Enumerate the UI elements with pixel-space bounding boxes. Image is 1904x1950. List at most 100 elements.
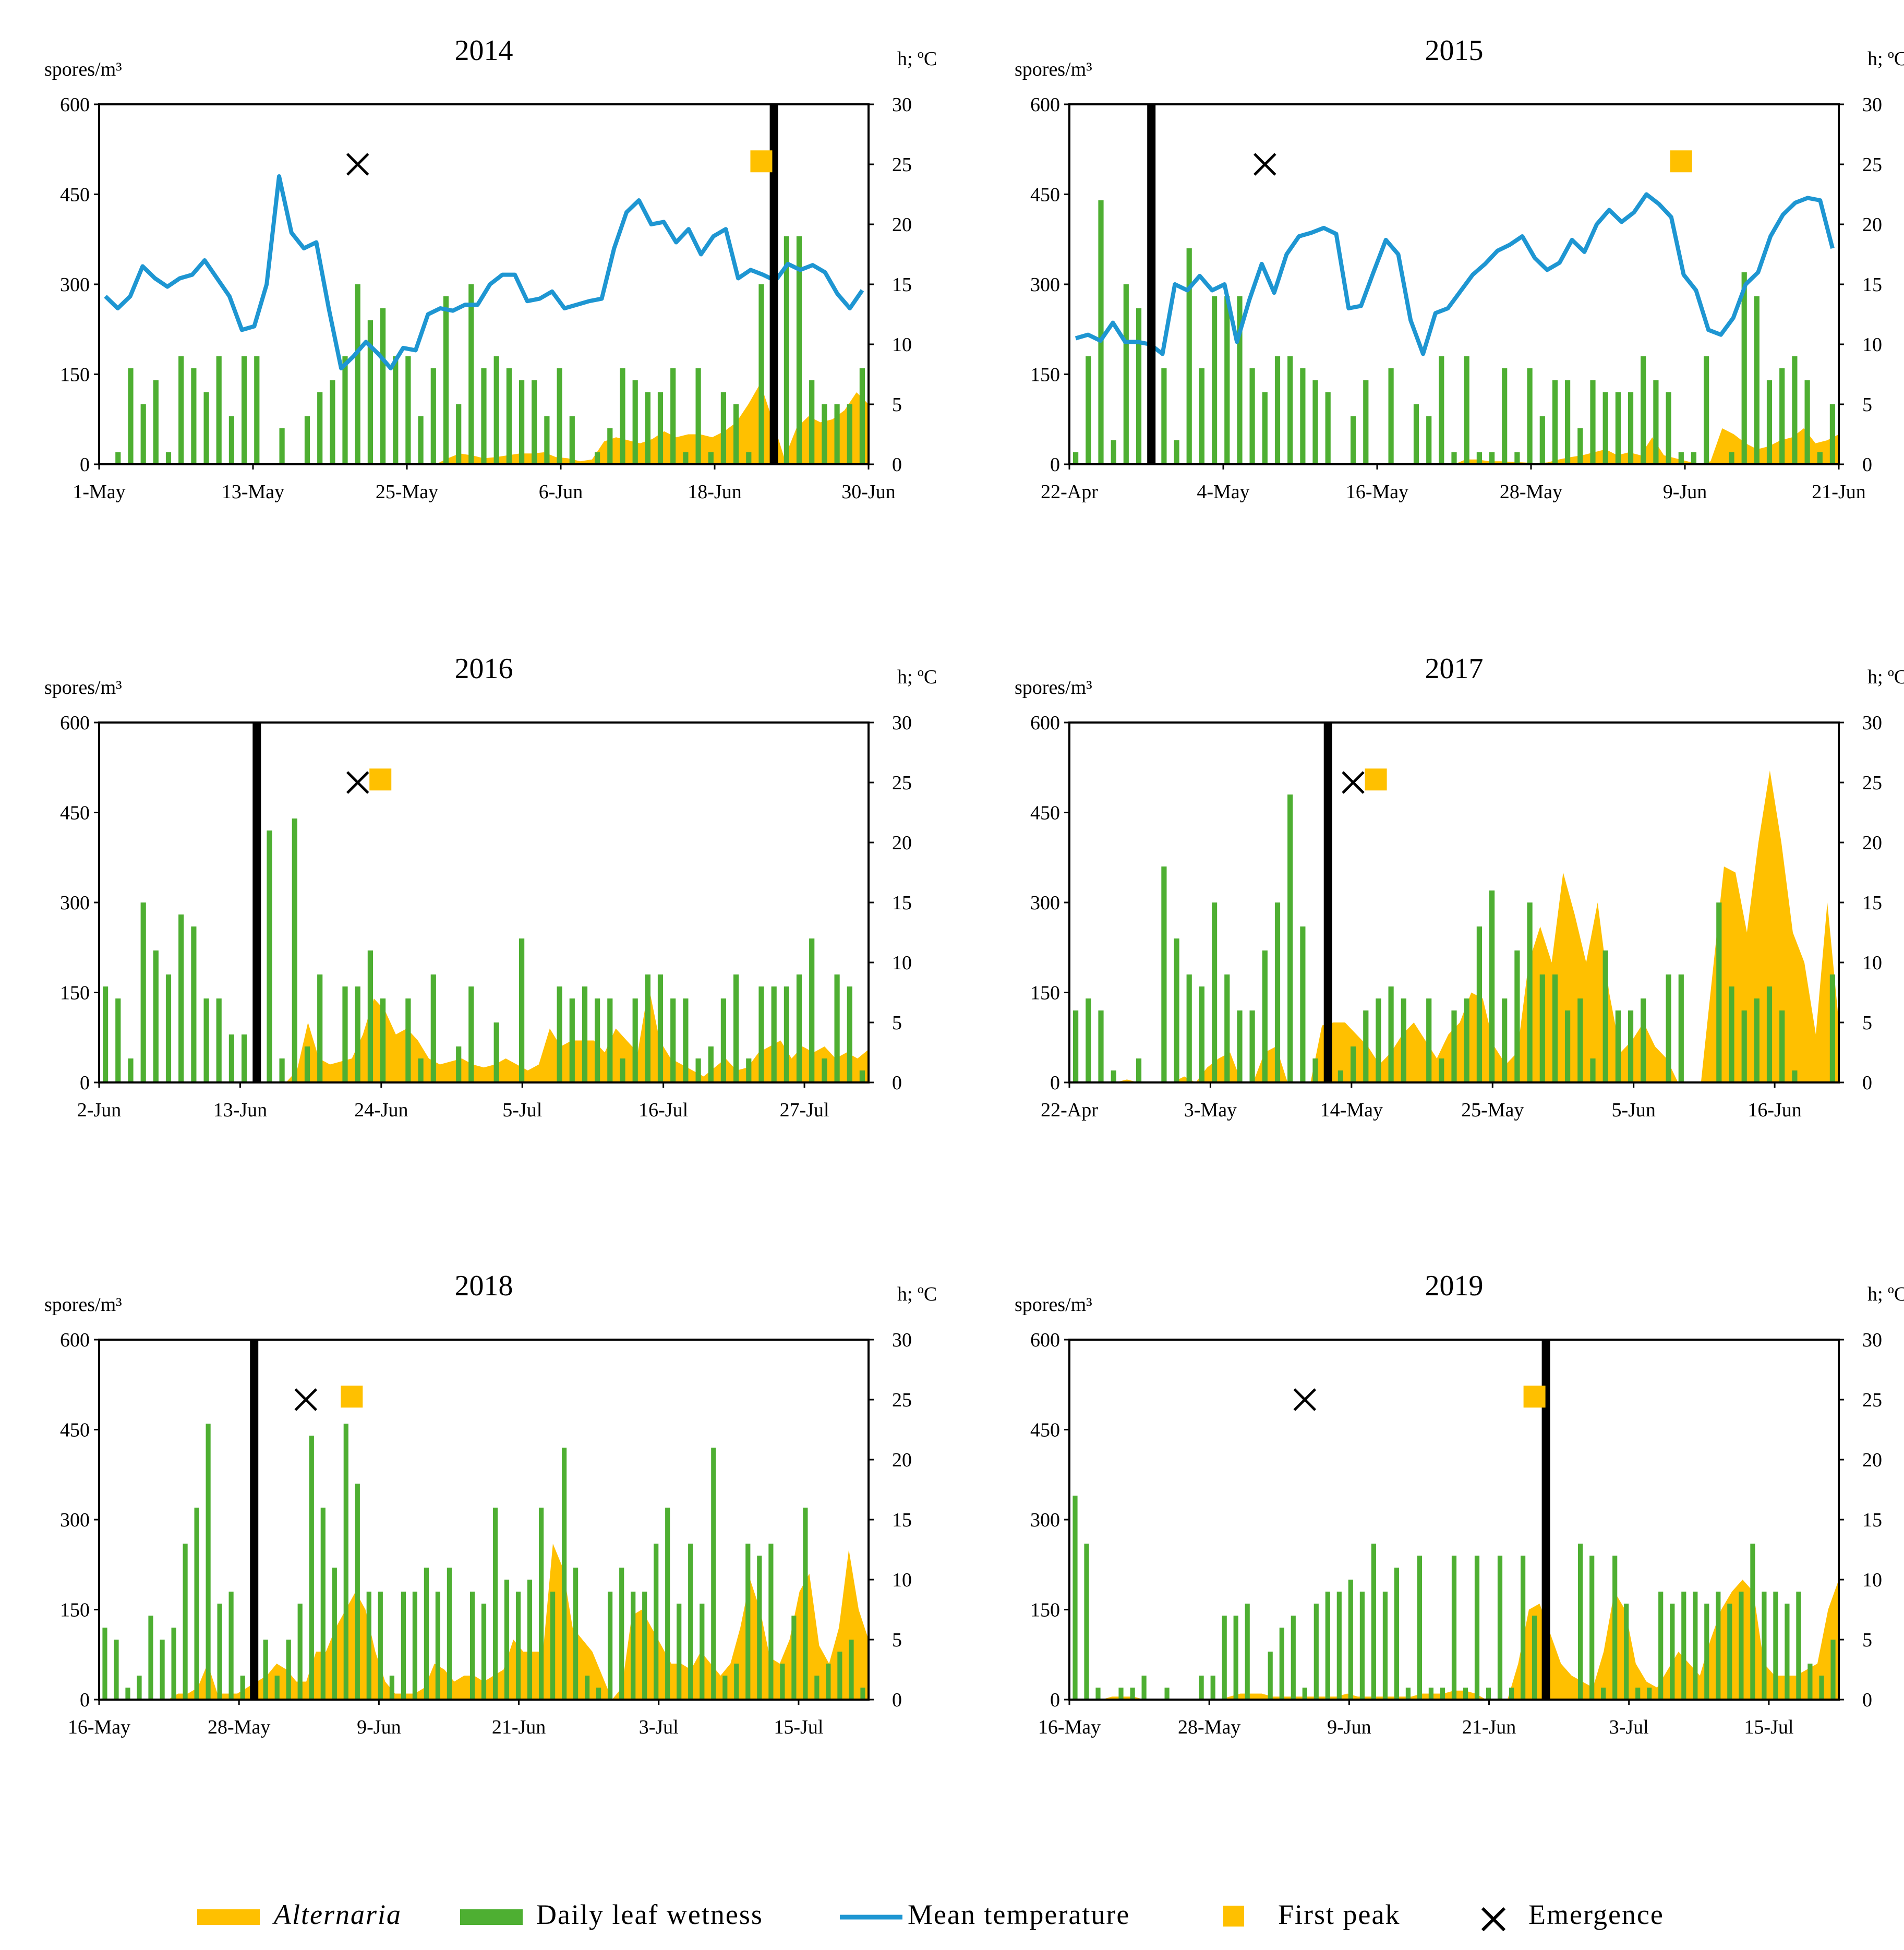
- wetness-bar: [1417, 1556, 1422, 1700]
- wetness-bar: [1199, 368, 1204, 464]
- emergence-marker: [1254, 153, 1276, 176]
- wetness-bar: [1118, 1688, 1124, 1700]
- wetness-bar: [1086, 356, 1091, 464]
- wetness-bar: [240, 1676, 245, 1700]
- wetness-bar: [632, 998, 638, 1082]
- wetness-bar: [1779, 1010, 1785, 1082]
- right-tick-label: 10: [892, 334, 912, 356]
- wetness-bar: [1224, 974, 1230, 1082]
- wetness-bar: [178, 356, 184, 464]
- wetness-bar: [1635, 1688, 1641, 1700]
- wetness-bar: [1210, 1676, 1215, 1700]
- wetness-bar: [1489, 890, 1495, 1082]
- wetness-bar: [304, 416, 310, 464]
- wetness-bar: [573, 1568, 579, 1700]
- right-axis-label: h; ºC: [897, 666, 937, 688]
- wetness-bar: [557, 368, 562, 464]
- left-tick-label: 0: [80, 454, 90, 476]
- wetness-bar: [544, 416, 550, 464]
- left-tick-label: 600: [1030, 94, 1060, 116]
- legend-alternaria-label: Alternaria: [272, 1899, 402, 1930]
- wetness-bar: [216, 998, 222, 1082]
- legend-first-peak-label: First peak: [1278, 1899, 1400, 1930]
- wetness-bar: [1590, 1058, 1596, 1082]
- wetness-bar: [1336, 1592, 1342, 1700]
- wetness-bar: [1325, 392, 1331, 464]
- wetness-bar: [140, 404, 146, 464]
- wetness-bar: [683, 998, 689, 1082]
- right-axis-label: h; ºC: [1867, 48, 1904, 70]
- wetness-bar: [1704, 1604, 1709, 1700]
- wetness-bar: [1237, 296, 1243, 464]
- wetness-bar: [1739, 1592, 1744, 1700]
- wetness-bar: [279, 428, 285, 464]
- left-tick-label: 600: [1030, 712, 1060, 734]
- wetness-bar: [1681, 1592, 1686, 1700]
- wetness-bar: [1678, 974, 1684, 1082]
- x-tick-label: 21-Jun: [1462, 1716, 1516, 1738]
- wetness-bar: [178, 914, 184, 1082]
- wetness-bar: [1313, 1604, 1319, 1700]
- left-tick-label: 0: [1050, 1072, 1060, 1094]
- chart-title: 2017: [1425, 653, 1484, 685]
- left-tick-label: 150: [1030, 1599, 1060, 1621]
- right-tick-label: 0: [892, 1689, 902, 1711]
- wetness-bar: [757, 1556, 762, 1700]
- wetness-bar: [125, 1688, 130, 1700]
- wetness-bar: [1363, 380, 1369, 464]
- x-tick-label: 13-May: [222, 481, 284, 503]
- wetness-bar: [1552, 974, 1558, 1082]
- wetness-bar: [1440, 1688, 1445, 1700]
- x-tick-label: 13-Jun: [213, 1099, 267, 1121]
- wetness-bar: [1268, 1652, 1273, 1700]
- wetness-bar: [1274, 356, 1281, 464]
- wetness-bar: [1287, 356, 1293, 464]
- wetness-bar: [695, 1058, 701, 1082]
- wetness-bar: [148, 1616, 153, 1700]
- wetness-bar: [309, 1436, 314, 1700]
- wetness-bar: [519, 938, 525, 1082]
- wetness-bar: [1577, 998, 1583, 1082]
- wetness-bar: [1602, 392, 1608, 464]
- wetness-bar: [585, 1676, 590, 1700]
- right-tick-label: 20: [1862, 214, 1882, 236]
- wetness-bar: [849, 1640, 854, 1700]
- wetness-bar: [796, 236, 802, 464]
- wetness-bar: [1532, 1616, 1537, 1700]
- wetness-bar: [228, 1034, 234, 1082]
- emergence-marker: [346, 771, 369, 794]
- wetness-bar: [784, 236, 789, 464]
- chart-panel-2018: 2018 spores/m³ h; ºC 0 150 300 450 600 0 5 10 15 20 2…: [44, 1270, 937, 1738]
- wetness-bar: [607, 998, 613, 1082]
- right-tick-label: 5: [1862, 1629, 1872, 1651]
- wetness-bar: [595, 998, 600, 1082]
- wetness-bar: [596, 1688, 601, 1700]
- wetness-bar: [746, 452, 752, 464]
- wetness-bar: [297, 1604, 303, 1700]
- legend-wetness-label: Daily leaf wetness: [536, 1899, 763, 1930]
- x-tick-label: 15-Jul: [774, 1716, 823, 1738]
- wetness-bar: [153, 380, 159, 464]
- wetness-bar: [493, 356, 499, 464]
- wetness-bar: [1224, 296, 1230, 464]
- treatment-vline: [252, 723, 261, 1082]
- x-tick-label: 25-May: [1461, 1099, 1524, 1121]
- wetness-bar: [418, 1058, 424, 1082]
- wetness-bar: [1729, 986, 1734, 1082]
- wetness-bar: [1716, 902, 1722, 1082]
- x-tick-label: 5-Jul: [502, 1099, 542, 1121]
- wetness-bar: [153, 950, 159, 1082]
- wetness-bar: [367, 320, 373, 464]
- wetness-bar: [1666, 392, 1671, 464]
- wetness-bar: [711, 1448, 716, 1700]
- wetness-bar: [1199, 986, 1204, 1082]
- wetness-bar: [1666, 974, 1671, 1082]
- left-tick-label: 150: [60, 1599, 90, 1621]
- wetness-bar: [1476, 452, 1482, 464]
- wetness-bar: [1716, 1592, 1721, 1700]
- wetness-bar: [1351, 416, 1356, 464]
- right-tick-label: 20: [892, 1449, 912, 1471]
- wetness-bar: [1249, 1010, 1255, 1082]
